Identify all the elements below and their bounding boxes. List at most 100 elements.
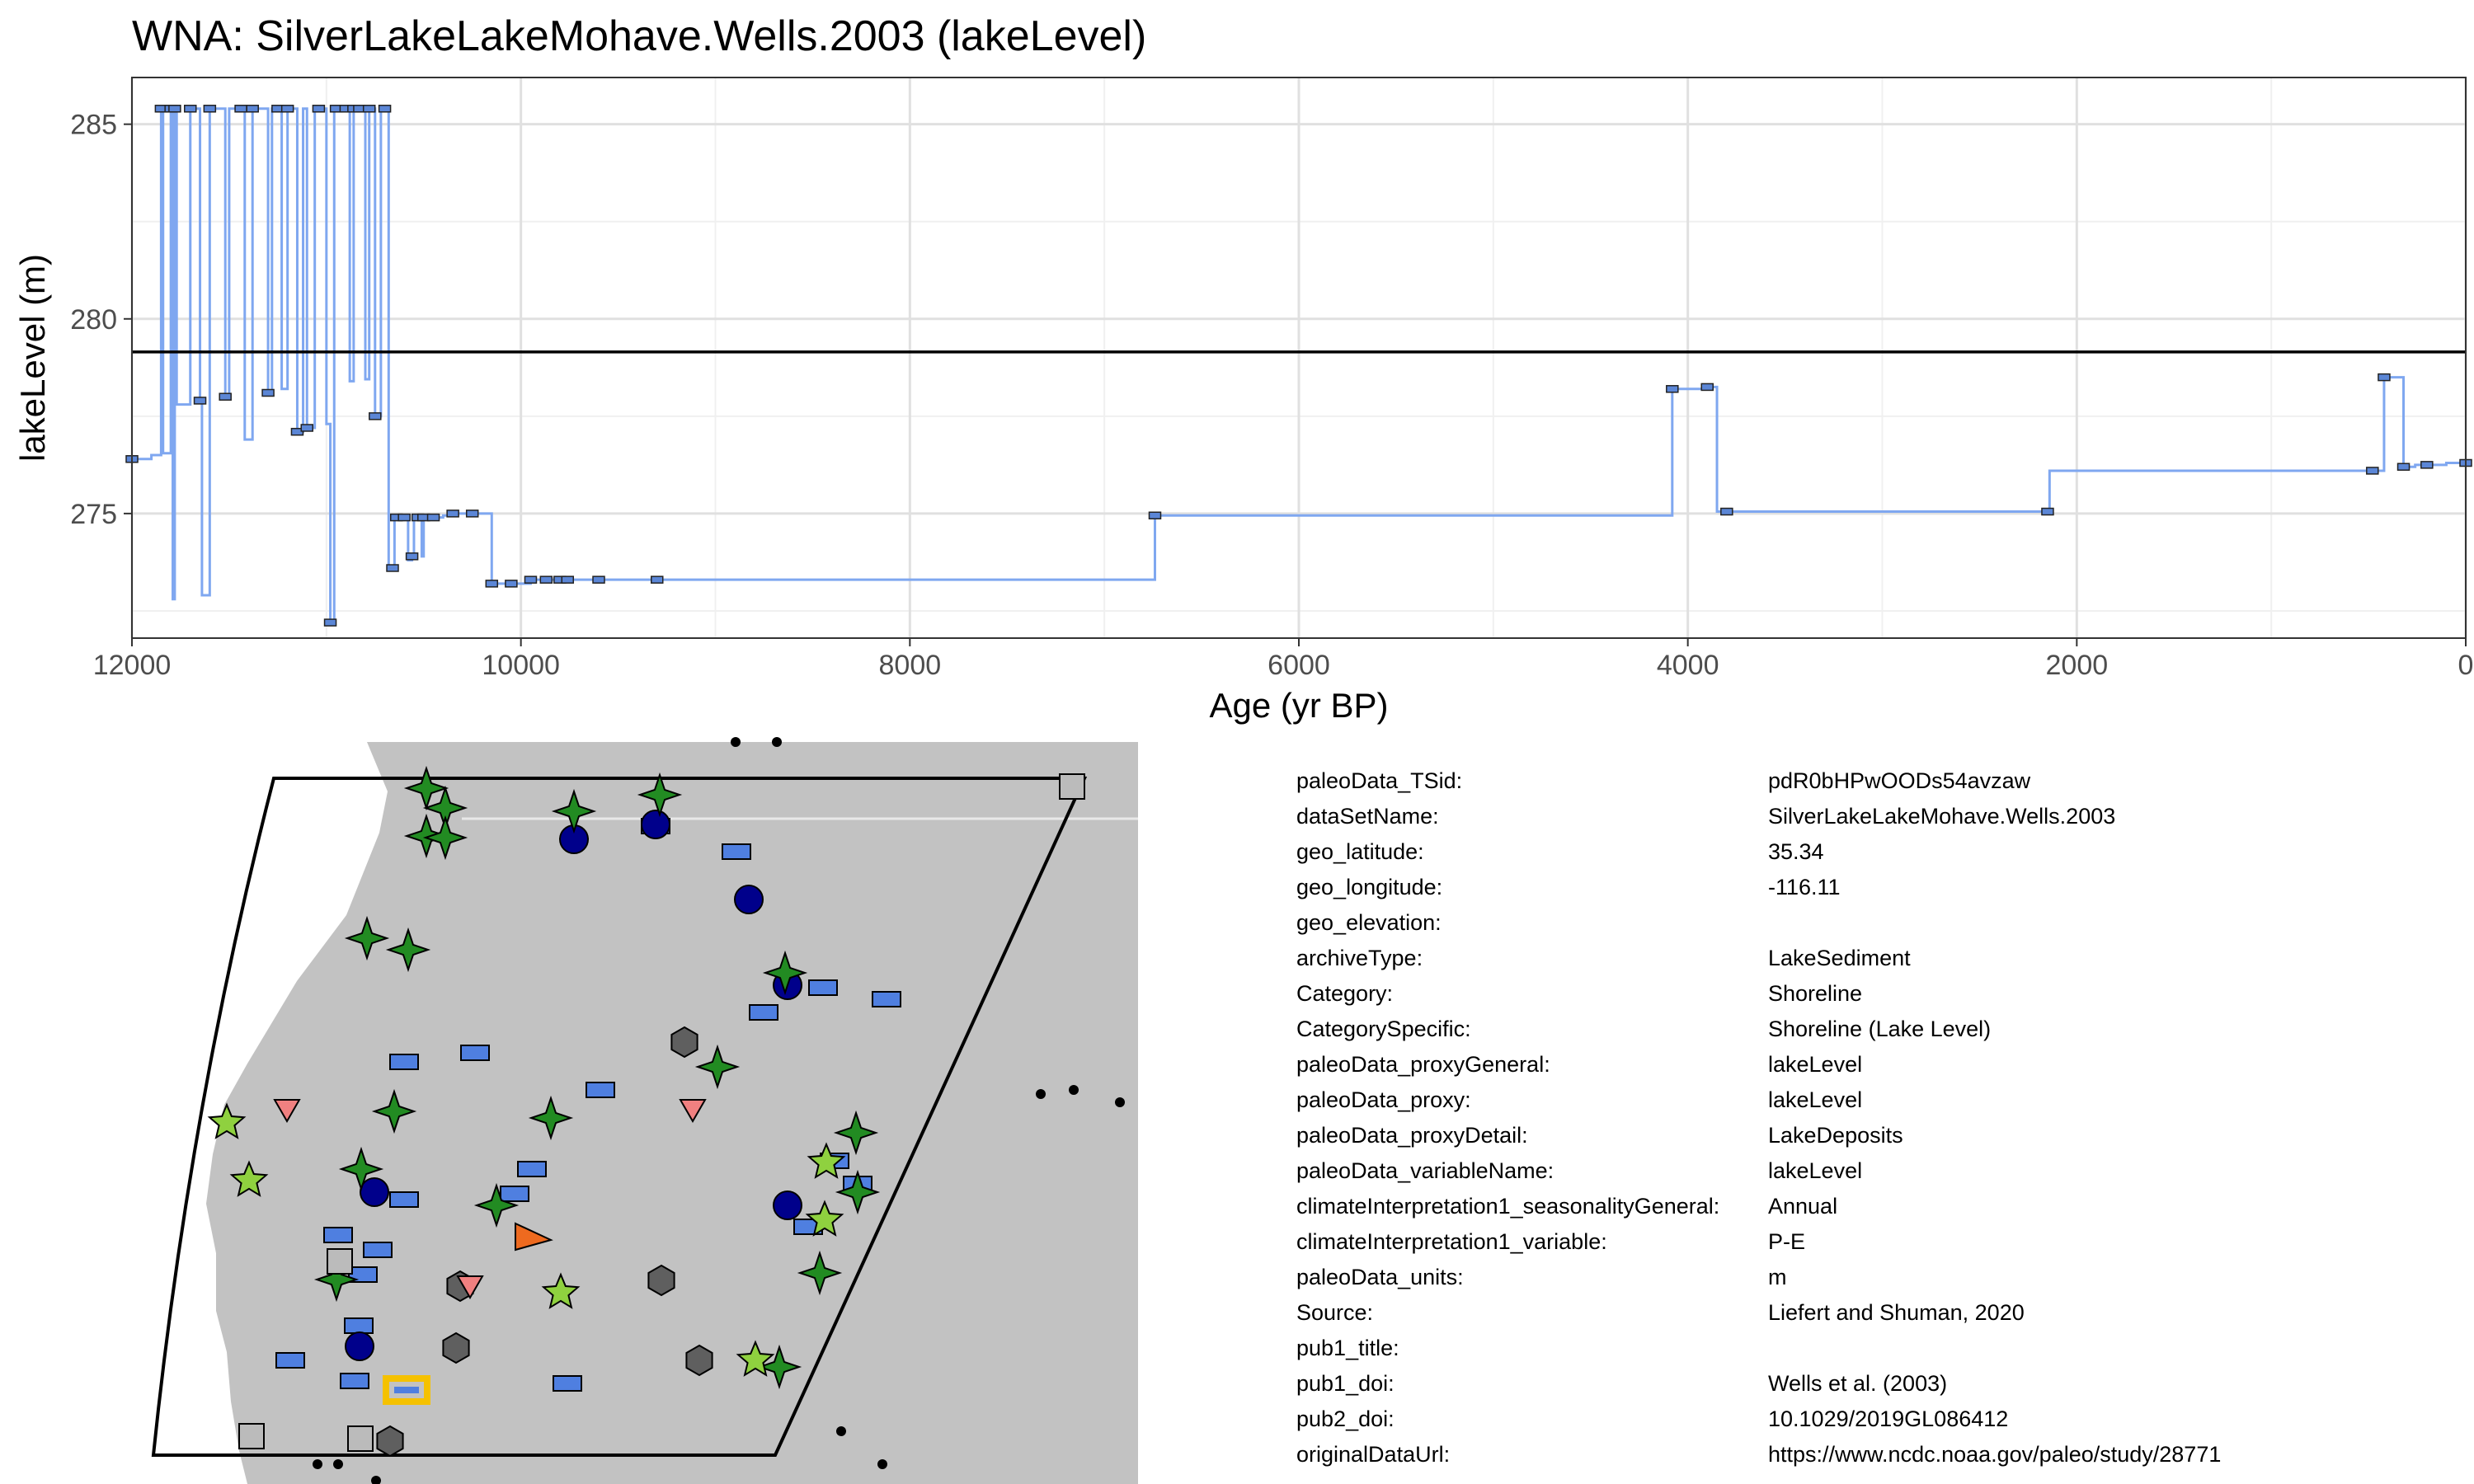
map-marker-triangle (273, 1099, 301, 1124)
data-point (446, 510, 459, 518)
page-title: WNA: SilverLakeLakeMohave.Wells.2003 (la… (132, 12, 1147, 60)
map-marker-star5 (541, 1272, 581, 1309)
data-point (219, 392, 232, 401)
metadata-key: CategorySpecific: (1296, 1017, 1471, 1041)
data-point (184, 105, 197, 113)
metadata-row: Category: Shoreline (1296, 976, 2221, 1012)
data-point (1700, 383, 1714, 392)
metadata-row: dataSetName: SilverLakeLakeMohave.Wells.2… (1296, 799, 2221, 834)
metadata-row: pub2_doi: 10.1029/2019GL086412 (1296, 1402, 2221, 1437)
data-point (485, 580, 499, 588)
y-tick-label: 280 (70, 304, 117, 336)
data-point (261, 388, 275, 397)
metadata-row: paleoData_TSid: pdR0bHPwOODs54avzaw (1296, 763, 2221, 799)
metadata-value: lakeLevel (1768, 1158, 1863, 1183)
data-point (524, 575, 538, 584)
map-marker-hexagon (647, 1264, 675, 1297)
metadata-key: archiveType: (1296, 946, 1423, 970)
data-point (168, 105, 181, 113)
map-marker-rect (275, 1352, 305, 1369)
data-point (378, 105, 392, 113)
data-point (2366, 467, 2379, 475)
map-region-outline (151, 777, 1088, 1457)
map-marker-circle (641, 810, 670, 839)
map-marker-square (327, 1248, 353, 1275)
metadata-value: SilverLakeLakeMohave.Wells.2003 (1768, 804, 2116, 829)
chart-axes: 12000 10000 8000 6000 4000 2000 0 275 280 285 (70, 110, 2473, 681)
map-marker-star4 (313, 1256, 360, 1303)
map-marker-hexagon (670, 1026, 698, 1059)
map-marker-star4 (344, 915, 390, 961)
map-marker-star4 (371, 1088, 417, 1134)
map-marker-hexagon (685, 1344, 713, 1377)
metadata-key: pub1_title: (1296, 1336, 1399, 1360)
metadata-row: paleoData_proxyDetail: LakeDeposits (1296, 1118, 2221, 1153)
data-point (426, 513, 440, 522)
map-marker-circle (360, 1177, 389, 1207)
metadata-row: originalDataUrl: https://www.ncdc.noaa.go… (1296, 1437, 2221, 1472)
data-point (1148, 511, 1162, 519)
map-marker-rect (500, 1186, 529, 1202)
map-marker-dot (877, 1459, 887, 1469)
metadata-row: Source: Liefert and Shuman, 2020 (1296, 1295, 2221, 1331)
metadata-value: Annual (1768, 1194, 1838, 1219)
data-point (405, 552, 419, 561)
map-marker-star4 (762, 950, 808, 996)
metadata-value: LakeDeposits (1768, 1123, 1903, 1148)
map-marker-rect (586, 1082, 615, 1098)
metadata-row: paleoData_variableName: lakeLevel (1296, 1153, 2221, 1189)
map-marker-dot (1036, 1089, 1046, 1099)
metadata-value: Liefert and Shuman, 2020 (1768, 1300, 2025, 1325)
map-marker-rect (553, 1375, 582, 1392)
metadata-row: geo_elevation: (1296, 905, 2221, 941)
map-marker-rect (722, 843, 751, 860)
data-point (203, 105, 217, 113)
data-point (539, 575, 553, 584)
map-marker-rect (749, 1004, 778, 1021)
map-marker-star4 (835, 1169, 881, 1215)
metadata-value: P-E (1768, 1229, 1806, 1254)
metadata-key: paleoData_variableName: (1296, 1158, 1554, 1183)
metadata-row: archiveType: LakeSediment (1296, 941, 2221, 976)
data-point (246, 105, 259, 113)
metadata-key: paleoData_proxyDetail: (1296, 1123, 1528, 1148)
map-marker-triangle (456, 1275, 484, 1300)
y-tick-label: 275 (70, 499, 117, 530)
data-point (280, 105, 294, 113)
metadata-value: Wells et al. (2003) (1768, 1371, 1948, 1396)
data-point (1666, 385, 1679, 393)
metadata-key: geo_latitude: (1296, 839, 1424, 864)
metadata-key: paleoData_proxyGeneral: (1296, 1052, 1550, 1077)
data-point (561, 575, 575, 584)
map-marker-rect (808, 979, 838, 996)
data-point (323, 618, 337, 627)
data-point (651, 575, 664, 584)
metadata-value: lakeLevel (1768, 1052, 1863, 1077)
map-marker-star4 (422, 815, 468, 861)
metadata-key: pub2_doi: (1296, 1407, 1395, 1431)
map-marker-star4 (403, 813, 449, 859)
x-tick-label: 4000 (1657, 650, 1719, 681)
map-marker-star4 (637, 772, 683, 818)
map-marker-dot (731, 737, 741, 747)
map-marker-star4 (797, 1250, 843, 1296)
x-tick-label: 10000 (482, 650, 560, 681)
map-marker-hexagon (442, 1331, 470, 1364)
map-marker-dot (836, 1426, 846, 1436)
metadata-key: dataSetName: (1296, 804, 1439, 829)
selected-site-highlight (383, 1375, 430, 1405)
data-point (362, 105, 376, 113)
map-marker-star4 (528, 1095, 574, 1141)
metadata-row: paleoData_proxyGeneral: lakeLevel (1296, 1047, 2221, 1082)
x-tick-label: 2000 (2046, 650, 2109, 681)
metadata-value: pdR0bHPwOODs54avzaw (1768, 768, 2031, 793)
metadata-table: paleoData_TSid: pdR0bHPwOODs54avzaw dataSe… (1296, 763, 2221, 1472)
map-marker-square (1059, 773, 1085, 800)
map-marker-dot (1115, 1097, 1125, 1107)
map-marker-star5 (805, 1200, 844, 1237)
map-marker-star4 (338, 1146, 384, 1192)
selected-site-marker (394, 1387, 419, 1393)
lake-level-chart: 12000 10000 8000 6000 4000 2000 0 275 280 285 Age… (13, 77, 2473, 725)
metadata-key: Source: (1296, 1300, 1374, 1325)
data-point (369, 412, 382, 420)
